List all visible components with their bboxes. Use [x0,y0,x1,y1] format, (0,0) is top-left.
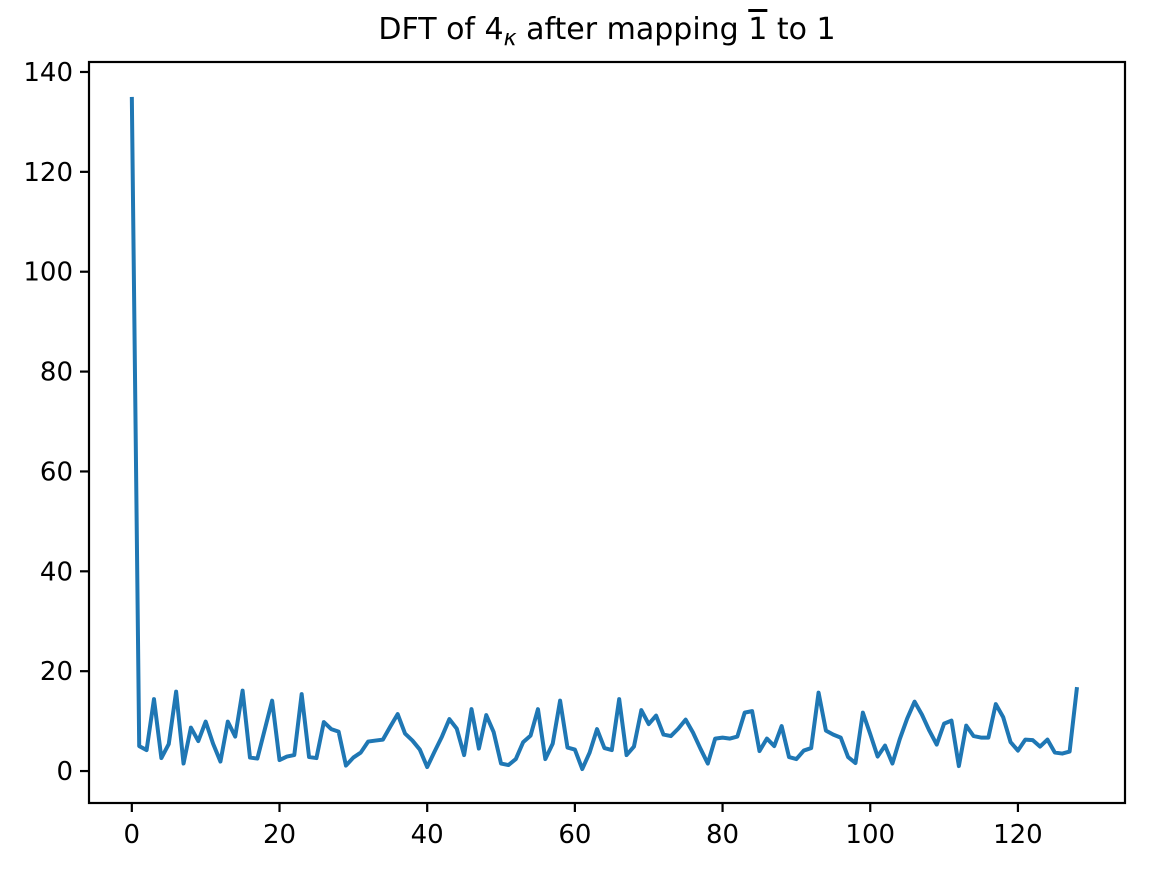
y-tick-label: 0 [56,757,73,787]
dft-magnitude-line [129,96,1079,772]
chart-title: DFT of 4κ after mapping 1 to 1 [89,12,1125,51]
y-tick-label: 40 [40,557,73,587]
x-tick-label: 100 [845,820,895,850]
x-tick-label: 0 [124,820,141,850]
x-tick-label: 40 [411,820,444,850]
chart-title-middle: after mapping [516,12,749,47]
x-tick-label: 80 [706,820,739,850]
y-tick-label: 80 [40,358,73,388]
x-tick-label: 120 [993,820,1043,850]
y-tick-label: 60 [40,457,73,487]
y-tick-label: 120 [23,158,73,188]
x-tick-label: 60 [558,820,591,850]
chart-title-barred-one: 1 [748,12,768,47]
y-tick-label: 20 [40,657,73,687]
chart-title-subscript: κ [503,26,517,51]
chart-title-prefix: DFT of 4 [378,12,504,47]
y-tick-label: 100 [23,258,73,288]
chart-title-suffix: to 1 [767,12,836,47]
x-tick-label: 20 [263,820,296,850]
plot-border [87,60,1127,805]
y-tick-label: 140 [23,58,73,88]
